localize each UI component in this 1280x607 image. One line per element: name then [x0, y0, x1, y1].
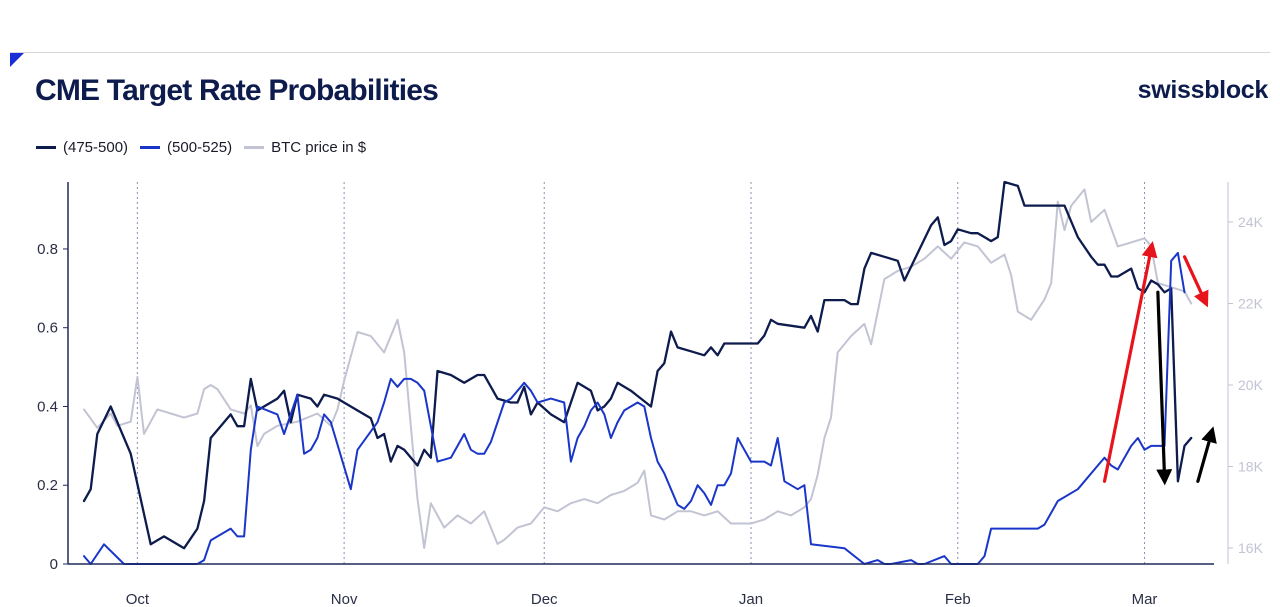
y-tick-label: 0: [50, 556, 58, 573]
chart-legend: (475-500) (500-525) BTC price in $: [36, 139, 366, 156]
x-tick-label: Feb: [945, 591, 971, 607]
brand-logo: swissblock: [1137, 76, 1269, 104]
y2-tick-label: 20K: [1238, 377, 1264, 393]
series-line-475-500: [82, 180, 1193, 550]
top-divider: [10, 52, 1270, 53]
legend-item-500-525: (500-525): [140, 139, 232, 156]
black-arrow-annotation: [1156, 290, 1173, 486]
y2-tick-label: 24K: [1238, 214, 1264, 230]
black-arrow-annotation: [1196, 426, 1217, 483]
x-tick-label: Oct: [126, 591, 150, 607]
legend-label-500-525: (500-525): [167, 139, 233, 156]
y2-tick-label: 18K: [1238, 459, 1264, 475]
legend-swatch-500-525: [140, 146, 161, 149]
legend-item-btc: BTC price in $: [244, 139, 366, 156]
y-tick-label: 0.6: [37, 320, 58, 337]
x-tick-label: Mar: [1132, 591, 1158, 607]
legend-item-475-500: (475-500): [36, 139, 128, 156]
x-tick-label: Jan: [739, 591, 763, 607]
y2-tick-label: 16K: [1238, 540, 1264, 556]
red-arrow-annotation: [1182, 255, 1209, 308]
x-tick-label: Dec: [531, 591, 558, 607]
page-title: CME Target Rate Probabilities: [35, 74, 439, 107]
legend-label-btc: BTC price in $: [271, 139, 367, 156]
legend-swatch-btc: [244, 146, 265, 149]
red-arrow-annotation: [1102, 241, 1158, 483]
y-tick-label: 0.8: [37, 241, 58, 258]
corner-accent: [10, 53, 24, 67]
legend-swatch-475-500: [36, 146, 56, 149]
y-tick-label: 0.4: [37, 398, 58, 415]
series-line-btc-price: [83, 188, 1193, 549]
x-tick-label: Nov: [331, 591, 358, 607]
y2-tick-label: 22K: [1238, 296, 1264, 312]
series-line-500-525: [83, 251, 1186, 565]
y-tick-label: 0.2: [37, 477, 58, 494]
legend-label-475-500: (475-500): [63, 139, 129, 156]
